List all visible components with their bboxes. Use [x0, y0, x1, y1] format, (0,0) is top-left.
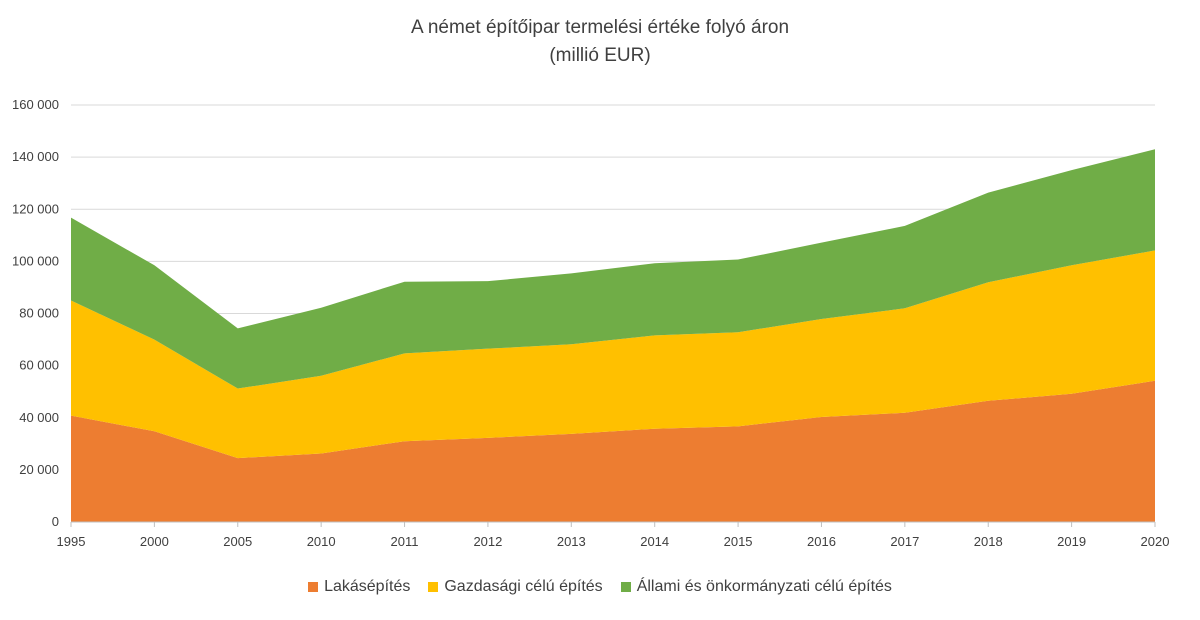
area-series-0 [71, 380, 1155, 522]
y-tick-label: 0 [52, 514, 59, 529]
x-tick-label: 2014 [640, 534, 669, 549]
x-tick-label: 2000 [140, 534, 169, 549]
x-tick-label: 2013 [557, 534, 586, 549]
legend-swatch-lakasepites [308, 582, 319, 592]
y-tick-label: 60 000 [19, 358, 59, 373]
x-tick-label: 2016 [807, 534, 836, 549]
x-tick-label: 1995 [57, 534, 86, 549]
legend-swatch-allami [620, 582, 631, 592]
legend-item-gazdasagi: Gazdasági célú építés [428, 578, 603, 596]
x-tick-label: 2012 [473, 534, 502, 549]
chart-title: A német építőipar termelési értéke folyó… [410, 17, 790, 38]
area-series-2 [71, 149, 1155, 389]
chart-subtitle: (millió EUR) [549, 45, 651, 66]
legend-item-allami: Állami és önkormányzati célú építés [620, 578, 892, 596]
x-tick-label: 2020 [1141, 534, 1170, 549]
x-tick-label: 2017 [890, 534, 919, 549]
y-tick-label: 80 000 [19, 306, 59, 321]
area-series-1 [71, 250, 1155, 459]
y-tick-label: 140 000 [12, 149, 59, 164]
y-tick-label: 120 000 [12, 201, 59, 216]
legend: Lakásépítés Gazdasági célú építés Állami… [0, 578, 1200, 596]
legend-item-lakasepites: Lakásépítés [308, 578, 410, 596]
x-tick-label: 2011 [391, 534, 419, 549]
x-tick-label: 2018 [974, 534, 1003, 549]
x-tick-label: 2010 [307, 534, 336, 549]
y-tick-label: 40 000 [19, 410, 59, 425]
legend-label-allami: Állami és önkormányzati célú építés [636, 578, 892, 595]
y-tick-label: 20 000 [19, 462, 59, 477]
legend-label-lakasepites: Lakásépítés [324, 578, 411, 595]
y-tick-label: 160 000 [12, 97, 59, 112]
y-tick-label: 100 000 [12, 253, 59, 268]
x-tick-label: 2005 [223, 534, 252, 549]
legend-label-gazdasagi: Gazdasági célú építés [444, 578, 603, 595]
x-tick-label: 2019 [1057, 534, 1086, 549]
legend-swatch-gazdasagi [428, 582, 439, 592]
x-tick-label: 2015 [724, 534, 753, 549]
